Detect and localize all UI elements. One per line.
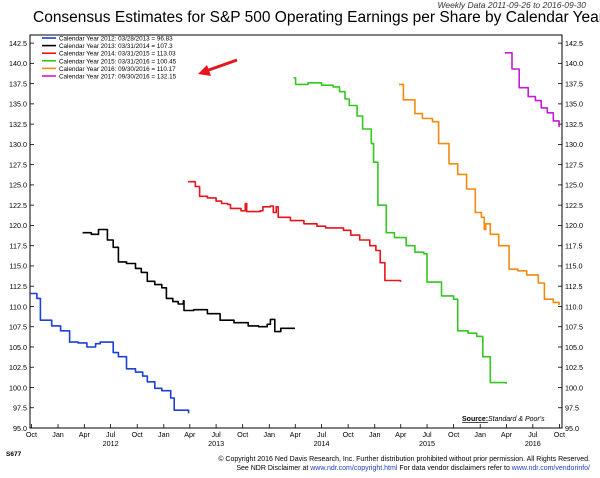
y-tick-label-right: 107.5 — [565, 323, 583, 332]
y-tick-label-right: 132.5 — [565, 120, 583, 129]
x-tick-label: Jul — [211, 430, 221, 439]
y-tick-label-right: 127.5 — [565, 160, 583, 169]
y-tick-label-left: 132.5 — [9, 120, 27, 129]
x-year-label: 2016 — [525, 439, 541, 448]
series-line-y2016 — [399, 83, 560, 306]
x-tick-label: Apr — [290, 430, 302, 439]
y-tick-label-right: 125.0 — [565, 181, 583, 190]
y-tick-label-right: 117.5 — [565, 241, 582, 250]
x-tick-label: Jul — [106, 430, 116, 439]
legend-entry: Calendar Year 2017: 09/30/2016 = 132.15 — [59, 74, 177, 81]
y-tick-label-right: 100.0 — [565, 383, 583, 392]
y-tick-label-left: 107.5 — [9, 323, 27, 332]
y-tick-label-right: 120.0 — [565, 221, 583, 230]
disclaimer-line: See NDR Disclaimer at www.ndr.com/copyri… — [236, 465, 590, 472]
y-tick-label-left: 97.5 — [13, 404, 27, 413]
y-tick-label-left: 122.5 — [9, 201, 27, 210]
y-tick-label-right: 102.5 — [565, 363, 583, 372]
y-tick-label-left: 115.0 — [10, 262, 27, 271]
x-tick-label: Oct — [343, 430, 354, 439]
plot-frame — [29, 34, 563, 429]
arrow-head — [198, 65, 211, 76]
legend-entry: Calendar Year 2012: 03/28/2013 = 96.83 — [59, 36, 173, 43]
series-line-y2013 — [82, 228, 295, 333]
x-tick-label: Jul — [422, 430, 432, 439]
y-tick-label-left: 105.0 — [9, 343, 27, 352]
legend: Calendar Year 2012: 03/28/2013 = 96.83Ca… — [42, 36, 177, 81]
x-year-label: 2014 — [314, 439, 330, 448]
chart-title: Consensus Estimates for S&P 500 Operatin… — [33, 9, 600, 26]
x-tick-label: Apr — [395, 430, 407, 439]
legend-entry: Calendar Year 2013: 03/31/2014 = 107.3 — [59, 43, 173, 50]
y-tick-label-right: 122.5 — [565, 201, 583, 210]
series-line-y2015 — [293, 77, 507, 384]
series-line-y2017 — [504, 52, 560, 127]
y-tick-label-left: 125.0 — [9, 181, 27, 190]
copyright-link[interactable]: www.ndr.com/copyright.html — [310, 465, 398, 472]
y-tick-label-right: 135.0 — [565, 100, 583, 109]
x-tick-label: Jan — [369, 430, 381, 439]
chart-code: S677 — [6, 451, 22, 458]
x-tick-label: Jan — [52, 430, 64, 439]
y-tick-label-left: 127.5 — [9, 160, 27, 169]
vendorinfo-link[interactable]: www.ndr.com/vendorinfo/ — [511, 465, 590, 472]
y-tick-label-right: 142.5 — [565, 39, 583, 48]
legend-entry: Calendar Year 2016: 09/30/2016 = 110.17 — [59, 66, 176, 73]
source-value: Standard & Poor's — [488, 416, 545, 423]
x-tick-label: Jan — [263, 430, 275, 439]
y-tick-label-left: 135.0 — [9, 100, 27, 109]
x-tick-label: Jul — [528, 430, 538, 439]
x-tick-label: Oct — [237, 430, 248, 439]
y-tick-label-left: 110.0 — [10, 302, 27, 311]
source-label: Source: — [462, 416, 488, 423]
y-tick-label-left: 112.5 — [10, 282, 27, 291]
legend-entry: Calendar Year 2015: 03/31/2016 = 100.45 — [59, 58, 177, 65]
x-tick-label: Oct — [448, 430, 459, 439]
y-tick-label-right: 105.0 — [565, 343, 583, 352]
y-tick-label-right: 115.0 — [565, 262, 582, 271]
y-tick-label-right: 137.5 — [565, 79, 583, 88]
legend-entry: Calendar Year 2014: 03/31/2015 = 113.03 — [59, 51, 176, 58]
y-tick-label-left: 95.0 — [13, 424, 27, 433]
y-tick-label-right: 140.0 — [565, 59, 583, 68]
x-year-label: 2015 — [419, 439, 435, 448]
y-tick-label-left: 120.0 — [9, 221, 27, 230]
y-tick-label-left: 102.5 — [9, 363, 27, 372]
x-tick-label: Jul — [317, 430, 327, 439]
x-year-label: 2012 — [103, 439, 119, 448]
x-tick-label: Jan — [474, 430, 486, 439]
y-tick-label-left: 137.5 — [9, 79, 27, 88]
x-tick-label: Apr — [184, 430, 196, 439]
y-tick-label-left: 142.5 — [9, 39, 27, 48]
y-tick-label-right: 112.5 — [565, 282, 582, 291]
x-year-label: 2013 — [208, 439, 224, 448]
series-line-y2014 — [188, 180, 402, 282]
x-tick-label: Jan — [158, 430, 170, 439]
series-line-y2012 — [30, 292, 190, 414]
y-tick-label-left: 117.5 — [10, 241, 27, 250]
y-tick-label-right: 97.5 — [565, 404, 579, 413]
disclaimer-text-b: For data vendor disclaimers refer to — [397, 465, 512, 472]
y-tick-label-right: 95.0 — [565, 424, 579, 433]
y-tick-label-right: 110.0 — [565, 302, 582, 311]
x-tick-label: Apr — [79, 430, 91, 439]
data-range-note: Weekly Data 2011-09-26 to 2016-09-30 — [437, 0, 586, 10]
y-tick-label-left: 140.0 — [9, 59, 27, 68]
disclaimer-text-a: See NDR Disclaimer at — [236, 465, 311, 472]
y-tick-label-right: 130.0 — [565, 140, 583, 149]
y-tick-label-left: 130.0 — [9, 140, 27, 149]
x-tick-label: Oct — [554, 430, 565, 439]
x-tick-label: Oct — [132, 430, 143, 439]
copyright-line: © Copyright 2016 Ned Davis Research, Inc… — [218, 456, 590, 463]
y-tick-label-left: 100.0 — [9, 383, 27, 392]
x-tick-label: Apr — [501, 430, 513, 439]
arrow-shaft — [205, 58, 238, 73]
x-tick-label: Oct — [26, 430, 37, 439]
